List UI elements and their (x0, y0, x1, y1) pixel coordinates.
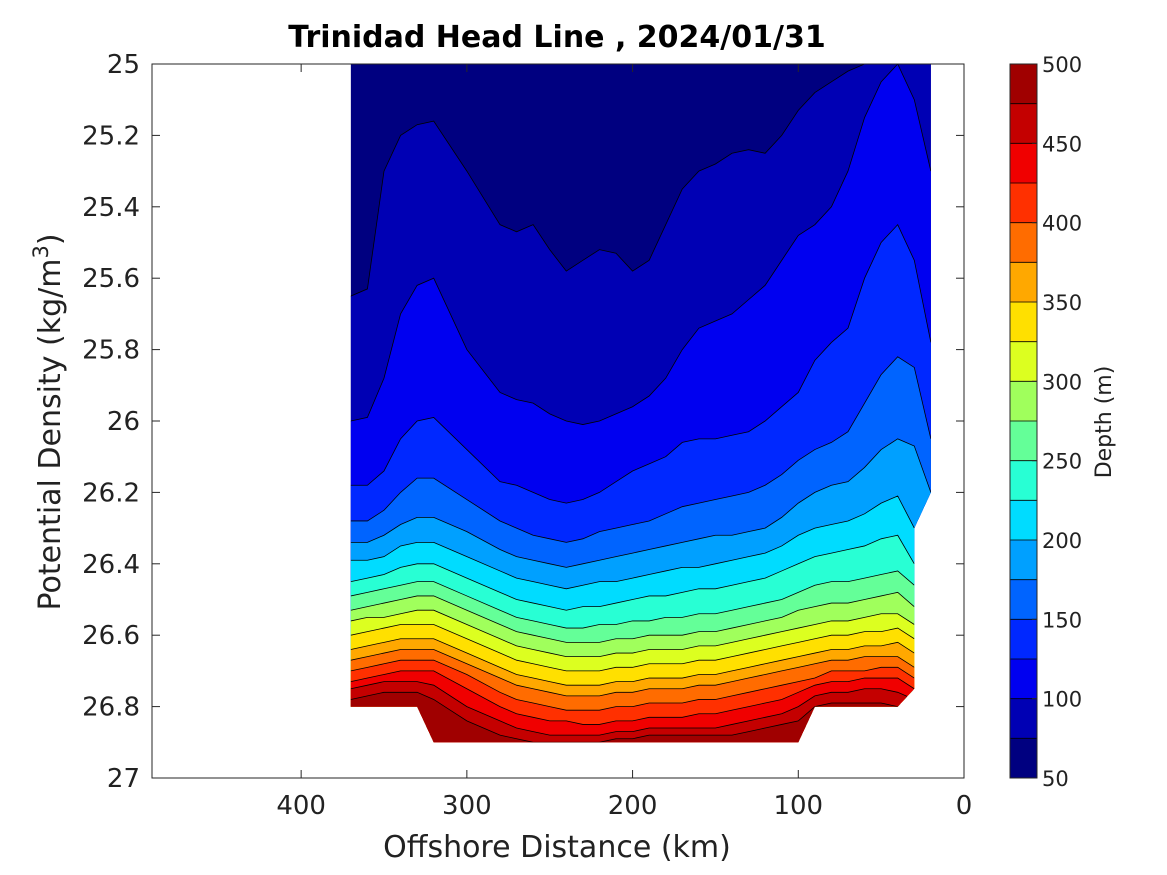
colorbar-tick-label: 300 (1042, 370, 1082, 394)
colorbar-band (1010, 619, 1037, 660)
isobath-line-175 (350, 438, 931, 568)
isobath-line-275 (350, 591, 915, 643)
colorbar-band (1010, 103, 1037, 144)
y-tick-label: 26.2 (82, 478, 140, 508)
y-axis-label-close: ) (33, 233, 68, 245)
colorbar-band (1010, 64, 1037, 104)
x-tick-label: 100 (773, 791, 823, 821)
isobath-line-75 (350, 64, 931, 297)
y-tick-label: 25 (107, 50, 140, 80)
colorbar (1010, 64, 1037, 779)
isobath-line-400 (350, 659, 915, 711)
colorbar-band (1010, 302, 1037, 342)
isobath-line-225 (350, 534, 915, 611)
colorbar-band (1010, 381, 1037, 422)
colorbar-band (1010, 698, 1037, 739)
colorbar-band (1010, 579, 1037, 620)
isobath-line-350 (350, 638, 915, 686)
isobath-line-300 (350, 609, 915, 658)
y-axis-label-main: Potential Density (kg/m (33, 259, 68, 611)
y-tick-label: 25.8 (82, 336, 140, 366)
y-tick-label: 25.4 (82, 193, 140, 223)
colorbar-band (1010, 540, 1037, 580)
colorbar-tick-label: 350 (1042, 291, 1082, 315)
colorbar-band (1010, 143, 1037, 184)
colorbar-tick-label: 150 (1042, 608, 1082, 632)
x-tick-label: 0 (956, 791, 973, 821)
isobath-line-200 (350, 495, 915, 590)
colorbar-frame (1009, 63, 1038, 779)
isobath-line-425 (350, 670, 915, 725)
colorbar-band (1010, 421, 1037, 461)
colorbar-ticks: 50 100 150 200 250 300 350 400 450 500 (1032, 53, 1082, 791)
y-tick-label: 26.4 (82, 550, 140, 580)
colorbar-tick-label: 250 (1042, 450, 1082, 474)
colorbar-band (1010, 460, 1037, 501)
colorbar-tick-label: 100 (1042, 688, 1082, 712)
colorbar-tick-label: 200 (1042, 529, 1082, 553)
y-axis-label: Potential Density (kg/m3) (29, 233, 68, 610)
y-tick-label: 25.6 (82, 264, 140, 294)
colorbar-band (1010, 341, 1037, 382)
isobath-line-450 (350, 681, 915, 736)
x-tick-label: 300 (442, 791, 492, 821)
x-axis-label: Offshore Distance (km) (383, 830, 731, 865)
colorbar-band (1010, 500, 1037, 541)
y-tick-label: 26 (107, 407, 140, 437)
isobath-line-325 (350, 624, 915, 672)
colorbar-band (1010, 659, 1037, 699)
isobath-line-250 (350, 570, 915, 629)
isobath-line-150 (350, 356, 931, 543)
contour-fill-layer (350, 64, 931, 743)
colorbar-band (1010, 222, 1037, 263)
y-axis-label-superscript: 3 (29, 245, 53, 258)
y-tick-label: 25.2 (82, 121, 140, 151)
colorbar-band (1010, 262, 1037, 303)
colorbar-label: Depth (m) (1092, 366, 1117, 479)
isobath-line-475 (350, 691, 898, 743)
colorbar-band (1010, 738, 1037, 779)
y-tick-label: 27 (107, 764, 140, 794)
isobath-line-125 (350, 223, 931, 504)
x-tick-label: 400 (276, 791, 326, 821)
isobath-band-450 (350, 681, 931, 743)
isobath-line-375 (350, 649, 915, 697)
y-tick-label: 26.8 (82, 693, 140, 723)
isobath-line-100 (350, 64, 931, 425)
y-axis: 25 25.2 25.4 25.6 25.8 26 26.2 26.4 26.6 26.8 27 (82, 50, 964, 794)
x-tick-label: 200 (608, 791, 658, 821)
colorbar-tick-label: 450 (1042, 132, 1082, 156)
y-tick-label: 26.6 (82, 621, 140, 651)
colorbar-tick-label: 500 (1042, 53, 1082, 77)
chart-title: Trinidad Head Line , 2024/01/31 (288, 20, 825, 55)
colorbar-band (1010, 183, 1037, 223)
x-axis: 400 300 200 100 0 (276, 64, 972, 821)
colorbar-tick-label: 50 (1042, 767, 1069, 791)
colorbar-tick-label: 400 (1042, 212, 1082, 236)
